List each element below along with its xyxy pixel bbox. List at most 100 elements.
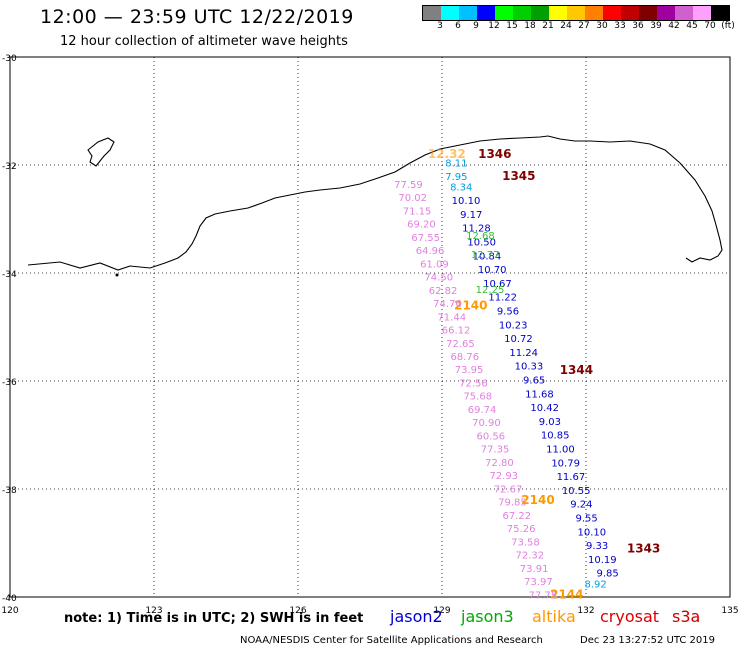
mission-s3a: s3a <box>672 607 701 626</box>
scale-swatch <box>693 6 711 20</box>
jason2-track: 10.10 9.17 11.28 10.50 10.84 10.70 10.67 11.22 9… <box>452 196 619 580</box>
scale-label: 70 <box>704 21 716 31</box>
wave-height-label: 11.28 <box>462 224 491 235</box>
mission-jason3: jason3 <box>461 607 514 626</box>
wave-height-label: 1344 <box>560 363 593 377</box>
wave-height-label: 12.68 <box>466 231 495 242</box>
map-grid: -30 -32 -34 -36 -38 -40 120 123 126 129 132 135 <box>1 54 738 616</box>
mission-jason2: jason2 <box>390 607 443 626</box>
wave-height-label: 12.32 <box>428 147 466 161</box>
scale-label: 9 <box>473 21 479 31</box>
latitude-label: -34 <box>2 270 17 280</box>
wave-height-label: 70.02 <box>398 193 427 204</box>
wave-height-label: 71.15 <box>403 206 432 217</box>
wave-height-label: 68.76 <box>450 352 479 363</box>
wave-height-label: 72.56 <box>459 378 488 389</box>
wave-height-label: 2140 <box>454 298 487 312</box>
wave-height-label: 69.74 <box>468 405 497 416</box>
scale-swatch <box>549 6 567 20</box>
scale-label: 42 <box>668 21 680 31</box>
island-coastline <box>87 137 115 167</box>
scale-label: 18 <box>524 21 536 31</box>
coastline <box>27 135 723 277</box>
longitude-label: 135 <box>721 606 738 616</box>
latitude-label: -32 <box>2 162 17 172</box>
scale-label: 24 <box>560 21 572 31</box>
latitude-label: -36 <box>2 378 17 388</box>
wave-height-label: 2144 <box>550 587 583 601</box>
wave-height-label: 72.67 <box>494 484 523 495</box>
scale-label: 27 <box>578 21 590 31</box>
wave-height-label: 74.76 <box>433 299 462 310</box>
wave-height-label: 10.84 <box>473 251 502 262</box>
wave-height-label: 8.92 <box>584 580 606 591</box>
wave-height-label: 10.85 <box>541 431 570 442</box>
wave-height-label: 67.55 <box>411 233 440 244</box>
map-frame <box>9 56 731 598</box>
scale-swatch <box>567 6 585 20</box>
wave-height-label: 9.17 <box>460 210 482 221</box>
longitude-label: 129 <box>433 606 450 616</box>
wave-height-label: 9.85 <box>596 569 618 580</box>
wave-height-label: 1343 <box>627 541 660 555</box>
wave-height-label: 10.67 <box>483 279 512 290</box>
scale-swatch <box>585 6 603 20</box>
wave-height-label: 12.77 <box>471 250 500 261</box>
scale-swatch <box>657 6 675 20</box>
altimeter-tracks: 12.32 2140 2140 2144 1346 1345 1344 1343 77.59 70… <box>394 147 660 601</box>
wave-height-label: 11.00 <box>546 445 575 456</box>
scale-label: 6 <box>455 21 461 31</box>
scale-swatch <box>495 6 513 20</box>
wave-height-label: 8.34 <box>450 183 472 194</box>
jason3-green-track: 12.68 12.77 12.25 <box>466 231 504 296</box>
longitude-label: 123 <box>145 606 162 616</box>
wave-height-label: 67.22 <box>502 511 531 522</box>
longitude-label: 126 <box>289 606 306 616</box>
wave-height-label: 9.65 <box>523 376 545 387</box>
wave-height-label: 72.65 <box>446 339 475 350</box>
latitude-label: -30 <box>2 54 17 64</box>
wave-height-label: 71.44 <box>437 312 466 323</box>
australia-coastline <box>27 135 723 271</box>
wave-height-label: 12.25 <box>476 285 505 296</box>
scale-swatch <box>423 6 441 20</box>
scale-label: 36 <box>632 21 644 31</box>
wave-height-label: 72.80 <box>485 458 514 469</box>
wave-height-label: 9.24 <box>570 500 592 511</box>
scale-label: 3 <box>437 21 443 31</box>
timestamp-text: Dec 23 13:27:52 UTC 2019 <box>580 635 715 646</box>
wave-height-label: 1346 <box>478 147 511 161</box>
wave-height-label: 77.75 <box>528 590 557 601</box>
wave-height-label: 79.85 <box>498 498 527 509</box>
cryosat-track: 1346 1345 1344 1343 <box>478 147 660 555</box>
wave-height-label: 77.59 <box>394 180 423 191</box>
wave-height-label: 72.93 <box>489 471 518 482</box>
wave-height-label: 11.68 <box>525 389 554 400</box>
wave-height-label: 73.95 <box>455 365 484 376</box>
wave-height-label: 10.42 <box>530 403 559 414</box>
scale-swatch <box>711 6 729 20</box>
wave-height-label: 73.58 <box>511 537 540 548</box>
scale-label: 39 <box>650 21 662 31</box>
scale-swatch <box>639 6 657 20</box>
scale-label: 12 <box>488 21 500 31</box>
wave-height-label: 11.67 <box>557 472 586 483</box>
wave-height-label: 10.10 <box>452 196 481 207</box>
scale-label: 21 <box>542 21 554 31</box>
wave-height-label: 10.55 <box>562 486 591 497</box>
wave-height-label: 11.24 <box>509 348 538 359</box>
scale-swatch <box>441 6 459 20</box>
wave-height-label: 10.23 <box>499 320 528 331</box>
wave-height-label: 73.97 <box>524 577 553 588</box>
scale-label: 15 <box>506 21 518 31</box>
scale-swatch <box>675 6 693 20</box>
wave-height-label: 10.19 <box>588 555 617 566</box>
scale-swatch <box>603 6 621 20</box>
mission-altika: altika <box>532 607 576 626</box>
wave-height-label: 10.79 <box>551 458 580 469</box>
wave-height-label: 9.03 <box>539 417 561 428</box>
wave-height-label: 9.55 <box>575 514 597 525</box>
scale-swatch <box>477 6 495 20</box>
longitude-label: 120 <box>1 606 18 616</box>
